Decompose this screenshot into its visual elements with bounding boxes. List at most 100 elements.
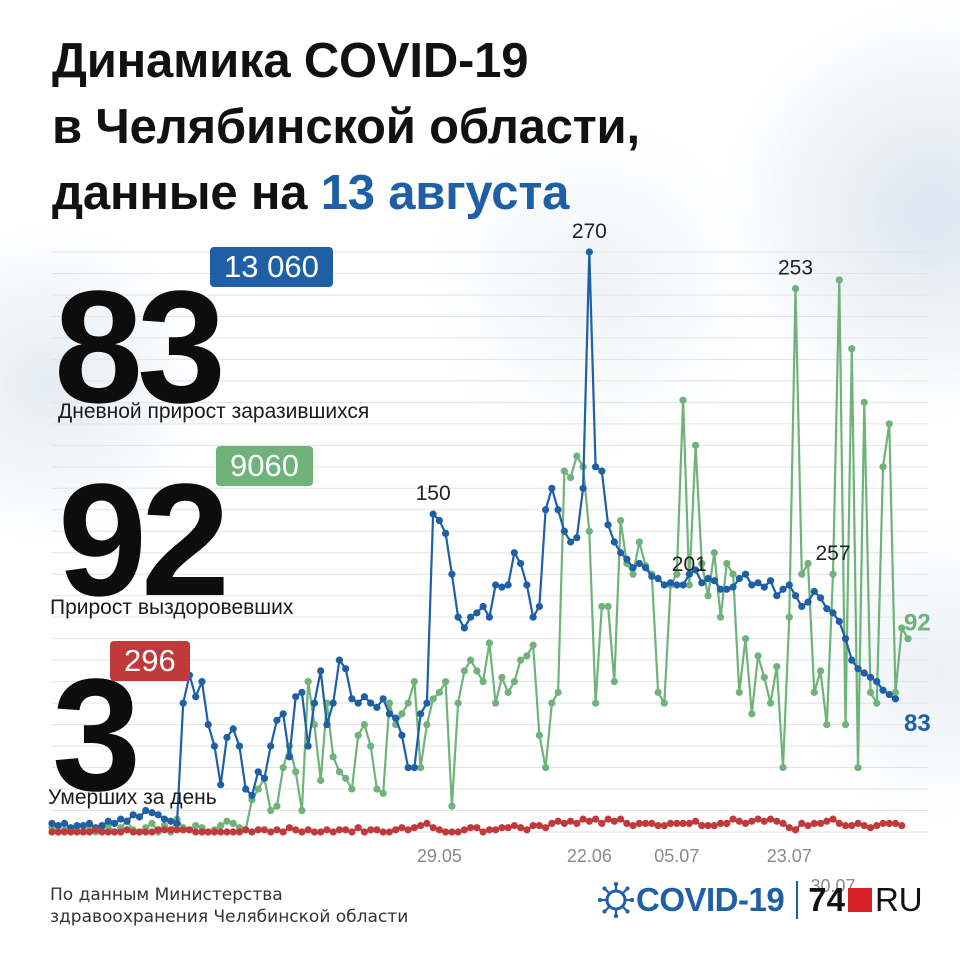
logo-site: 74 RU — [808, 881, 922, 919]
infected-point — [248, 791, 256, 800]
recovered-point — [779, 763, 787, 772]
peak-label: 253 — [778, 257, 813, 280]
deaths-point — [135, 828, 144, 836]
deaths-point — [192, 828, 200, 836]
infected-point — [117, 815, 125, 823]
deaths-point — [685, 819, 693, 828]
deaths-point — [260, 826, 269, 834]
recovered-point — [517, 656, 525, 664]
deaths-point — [473, 824, 481, 832]
recovered-point — [879, 463, 887, 471]
deaths-point — [785, 824, 793, 832]
recovered-point — [304, 678, 312, 686]
deaths-point — [810, 819, 818, 828]
recovered-point — [604, 602, 612, 611]
infected-label: Дневной прирост заразившихся — [58, 400, 370, 423]
infected-daily-value: 83 — [54, 257, 226, 436]
infected-point — [123, 817, 131, 825]
infected-point — [60, 819, 69, 828]
recovered-point — [573, 452, 581, 460]
recovered-point — [823, 720, 831, 729]
infected-point — [373, 703, 381, 712]
recovered-point — [660, 699, 668, 707]
infected-point — [98, 821, 106, 830]
infected-point — [816, 594, 825, 602]
deaths-point — [748, 817, 756, 825]
chart-series — [48, 248, 912, 836]
recovered-point — [367, 742, 375, 750]
infected-point — [54, 821, 62, 830]
deaths-point — [373, 826, 381, 834]
infected-point — [485, 613, 493, 621]
infected-point — [791, 592, 800, 600]
peak-label: 201 — [672, 553, 707, 576]
deaths-point — [385, 828, 394, 836]
title-date: 13 августа — [320, 166, 570, 220]
infected-point — [223, 733, 231, 742]
infected-point — [591, 463, 600, 471]
deaths-point — [829, 815, 837, 823]
infected-point — [385, 710, 394, 718]
recovered-point — [885, 420, 893, 428]
deaths-point — [292, 826, 300, 834]
deaths-point — [479, 828, 487, 836]
deaths-point — [598, 819, 606, 828]
deaths-point — [492, 826, 500, 834]
deaths-point — [310, 828, 319, 836]
deaths-point — [679, 819, 687, 828]
infected-point — [260, 774, 269, 782]
deaths-point — [898, 821, 906, 830]
recovered-point — [348, 785, 356, 793]
deaths-point — [79, 828, 87, 836]
recovered-point — [673, 570, 681, 578]
peak-label: 150 — [416, 482, 451, 505]
deaths-point — [654, 821, 662, 830]
deaths-point — [548, 819, 556, 828]
deaths-point — [741, 819, 750, 828]
infected-point — [885, 690, 893, 699]
recovered-point — [804, 559, 812, 568]
x-tick-label: 05.07 — [654, 846, 699, 866]
deaths-point — [860, 821, 868, 830]
infected-point — [604, 521, 612, 529]
source-line-2: здравоохранения Челябинской области — [50, 907, 409, 927]
recovered-total-badge: 9060 — [216, 446, 313, 486]
recovered-point — [417, 763, 425, 772]
deaths-point — [85, 828, 94, 836]
deaths-label: Умерших за день — [48, 786, 217, 809]
recovered-point — [710, 549, 718, 557]
infected-point — [298, 688, 306, 696]
deaths-total-badge: 296 — [110, 641, 190, 681]
infected-point — [517, 559, 525, 568]
infected-total-badge: 13 060 — [210, 247, 333, 287]
infected-point — [648, 572, 656, 580]
end-label-recovered: 92 — [904, 610, 931, 637]
infected-point — [348, 695, 356, 703]
deaths-point — [279, 828, 287, 836]
deaths-point — [841, 821, 850, 830]
deaths-point — [460, 826, 468, 834]
infected-point — [235, 742, 244, 750]
deaths-point — [442, 828, 450, 836]
deaths-point — [298, 828, 306, 836]
recovered-point — [566, 473, 575, 482]
infected-point — [48, 819, 56, 828]
deaths-point — [891, 819, 900, 828]
title-line-1: Динамика COVID-19 — [52, 34, 529, 88]
recovered-point — [904, 635, 912, 643]
infected-point — [529, 613, 537, 621]
deaths-point — [223, 828, 231, 836]
infected-point — [354, 699, 362, 707]
deaths-point — [342, 826, 350, 834]
infected-point — [798, 602, 806, 611]
deaths-point — [454, 828, 462, 836]
deaths-point — [873, 821, 881, 830]
deaths-point — [716, 819, 725, 828]
deaths-point — [198, 828, 206, 836]
recovered-point — [716, 613, 725, 621]
chart-labels: 270 150 201 253 257 92 83 — [416, 220, 931, 737]
infected-point — [810, 587, 818, 596]
deaths-point — [529, 821, 537, 830]
recovered-point — [354, 731, 362, 739]
deaths-point — [823, 817, 831, 825]
